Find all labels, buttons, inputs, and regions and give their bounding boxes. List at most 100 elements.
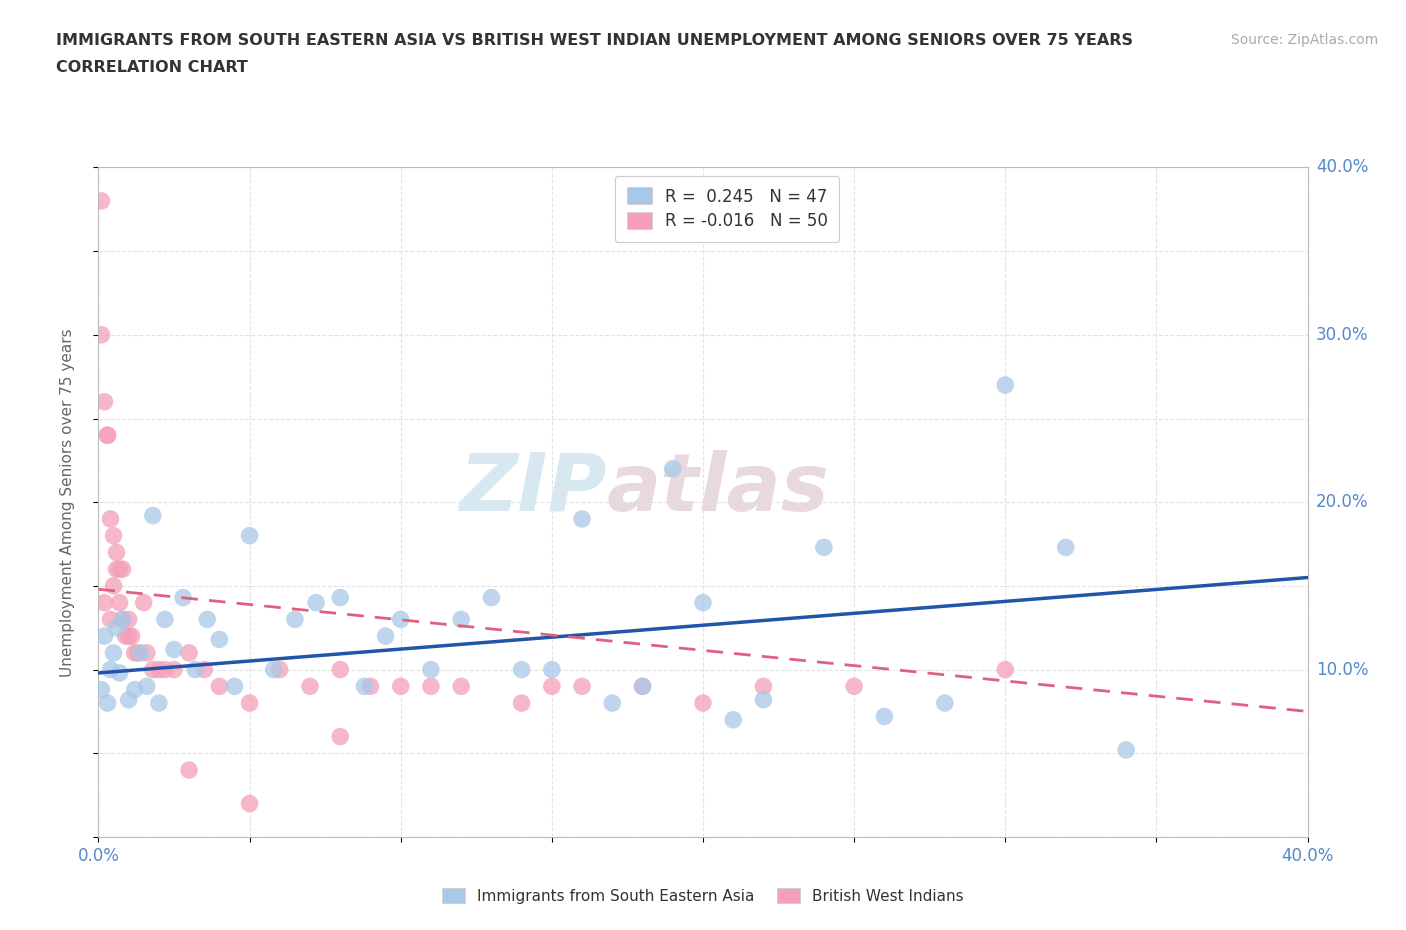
Point	[90, 193, 112, 208]
Text: 20.0%: 20.0%	[1316, 493, 1368, 512]
Point	[108, 666, 131, 681]
Point	[284, 612, 307, 627]
Point	[994, 662, 1017, 677]
Point	[93, 595, 115, 610]
Point	[419, 679, 441, 694]
Text: 30.0%: 30.0%	[1316, 326, 1368, 344]
Point	[299, 679, 322, 694]
Point	[163, 642, 186, 657]
Point	[135, 645, 157, 660]
Point	[111, 612, 134, 627]
Point	[100, 612, 122, 627]
Point	[329, 662, 352, 677]
Point	[208, 679, 231, 694]
Point	[142, 508, 165, 523]
Point	[208, 632, 231, 647]
Point	[135, 679, 157, 694]
Point	[540, 662, 562, 677]
Point	[132, 595, 155, 610]
Point	[844, 679, 866, 694]
Point	[96, 696, 118, 711]
Point	[510, 662, 533, 677]
Point	[571, 512, 593, 526]
Point	[305, 595, 328, 610]
Point	[105, 545, 128, 560]
Point	[114, 629, 136, 644]
Point	[127, 645, 149, 660]
Point	[510, 696, 533, 711]
Text: IMMIGRANTS FROM SOUTH EASTERN ASIA VS BRITISH WEST INDIAN UNEMPLOYMENT AMONG SEN: IMMIGRANTS FROM SOUTH EASTERN ASIA VS BR…	[56, 33, 1133, 47]
Point	[148, 696, 170, 711]
Point	[172, 591, 194, 605]
Point	[631, 679, 654, 694]
Point	[873, 709, 896, 724]
Point	[540, 679, 562, 694]
Point	[118, 612, 141, 627]
Point	[103, 578, 125, 593]
Point	[752, 692, 775, 707]
Text: Source: ZipAtlas.com: Source: ZipAtlas.com	[1230, 33, 1378, 46]
Text: atlas: atlas	[606, 450, 830, 528]
Point	[661, 461, 683, 476]
Point	[481, 591, 503, 605]
Point	[103, 528, 125, 543]
Point	[124, 645, 146, 660]
Point	[90, 327, 112, 342]
Point	[111, 612, 134, 627]
Point	[239, 796, 262, 811]
Point	[111, 562, 134, 577]
Point	[239, 696, 262, 711]
Point	[389, 679, 412, 694]
Point	[100, 512, 122, 526]
Point	[571, 679, 593, 694]
Point	[129, 645, 152, 660]
Point	[195, 612, 218, 627]
Point	[934, 696, 956, 711]
Point	[263, 662, 285, 677]
Point	[90, 683, 112, 698]
Point	[813, 540, 835, 555]
Point	[329, 591, 352, 605]
Point	[360, 679, 382, 694]
Point	[100, 662, 122, 677]
Point	[239, 528, 262, 543]
Text: 10.0%: 10.0%	[1316, 660, 1368, 679]
Point	[93, 629, 115, 644]
Point	[142, 662, 165, 677]
Point	[108, 562, 131, 577]
Point	[752, 679, 775, 694]
Point	[93, 394, 115, 409]
Point	[184, 662, 207, 677]
Y-axis label: Unemployment Among Seniors over 75 years: Unemployment Among Seniors over 75 years	[60, 328, 75, 676]
Point	[374, 629, 396, 644]
Point	[631, 679, 654, 694]
Point	[692, 696, 714, 711]
Point	[118, 629, 141, 644]
Point	[153, 612, 176, 627]
Point	[163, 662, 186, 677]
Point	[96, 428, 118, 443]
Point	[692, 595, 714, 610]
Legend: Immigrants from South Eastern Asia, British West Indians: Immigrants from South Eastern Asia, Brit…	[436, 882, 970, 910]
Text: 40.0%: 40.0%	[1316, 158, 1368, 177]
Point	[721, 712, 744, 727]
Point	[148, 662, 170, 677]
Point	[994, 378, 1017, 392]
Point	[105, 620, 128, 635]
Point	[1115, 742, 1137, 757]
Text: ZIP: ZIP	[458, 450, 606, 528]
Point	[124, 683, 146, 698]
Point	[419, 662, 441, 677]
Point	[118, 692, 141, 707]
Point	[108, 595, 131, 610]
Point	[121, 629, 143, 644]
Point	[450, 679, 472, 694]
Point	[329, 729, 352, 744]
Point	[96, 428, 118, 443]
Point	[450, 612, 472, 627]
Point	[103, 645, 125, 660]
Point	[177, 763, 201, 777]
Point	[193, 662, 215, 677]
Point	[177, 645, 201, 660]
Point	[269, 662, 291, 677]
